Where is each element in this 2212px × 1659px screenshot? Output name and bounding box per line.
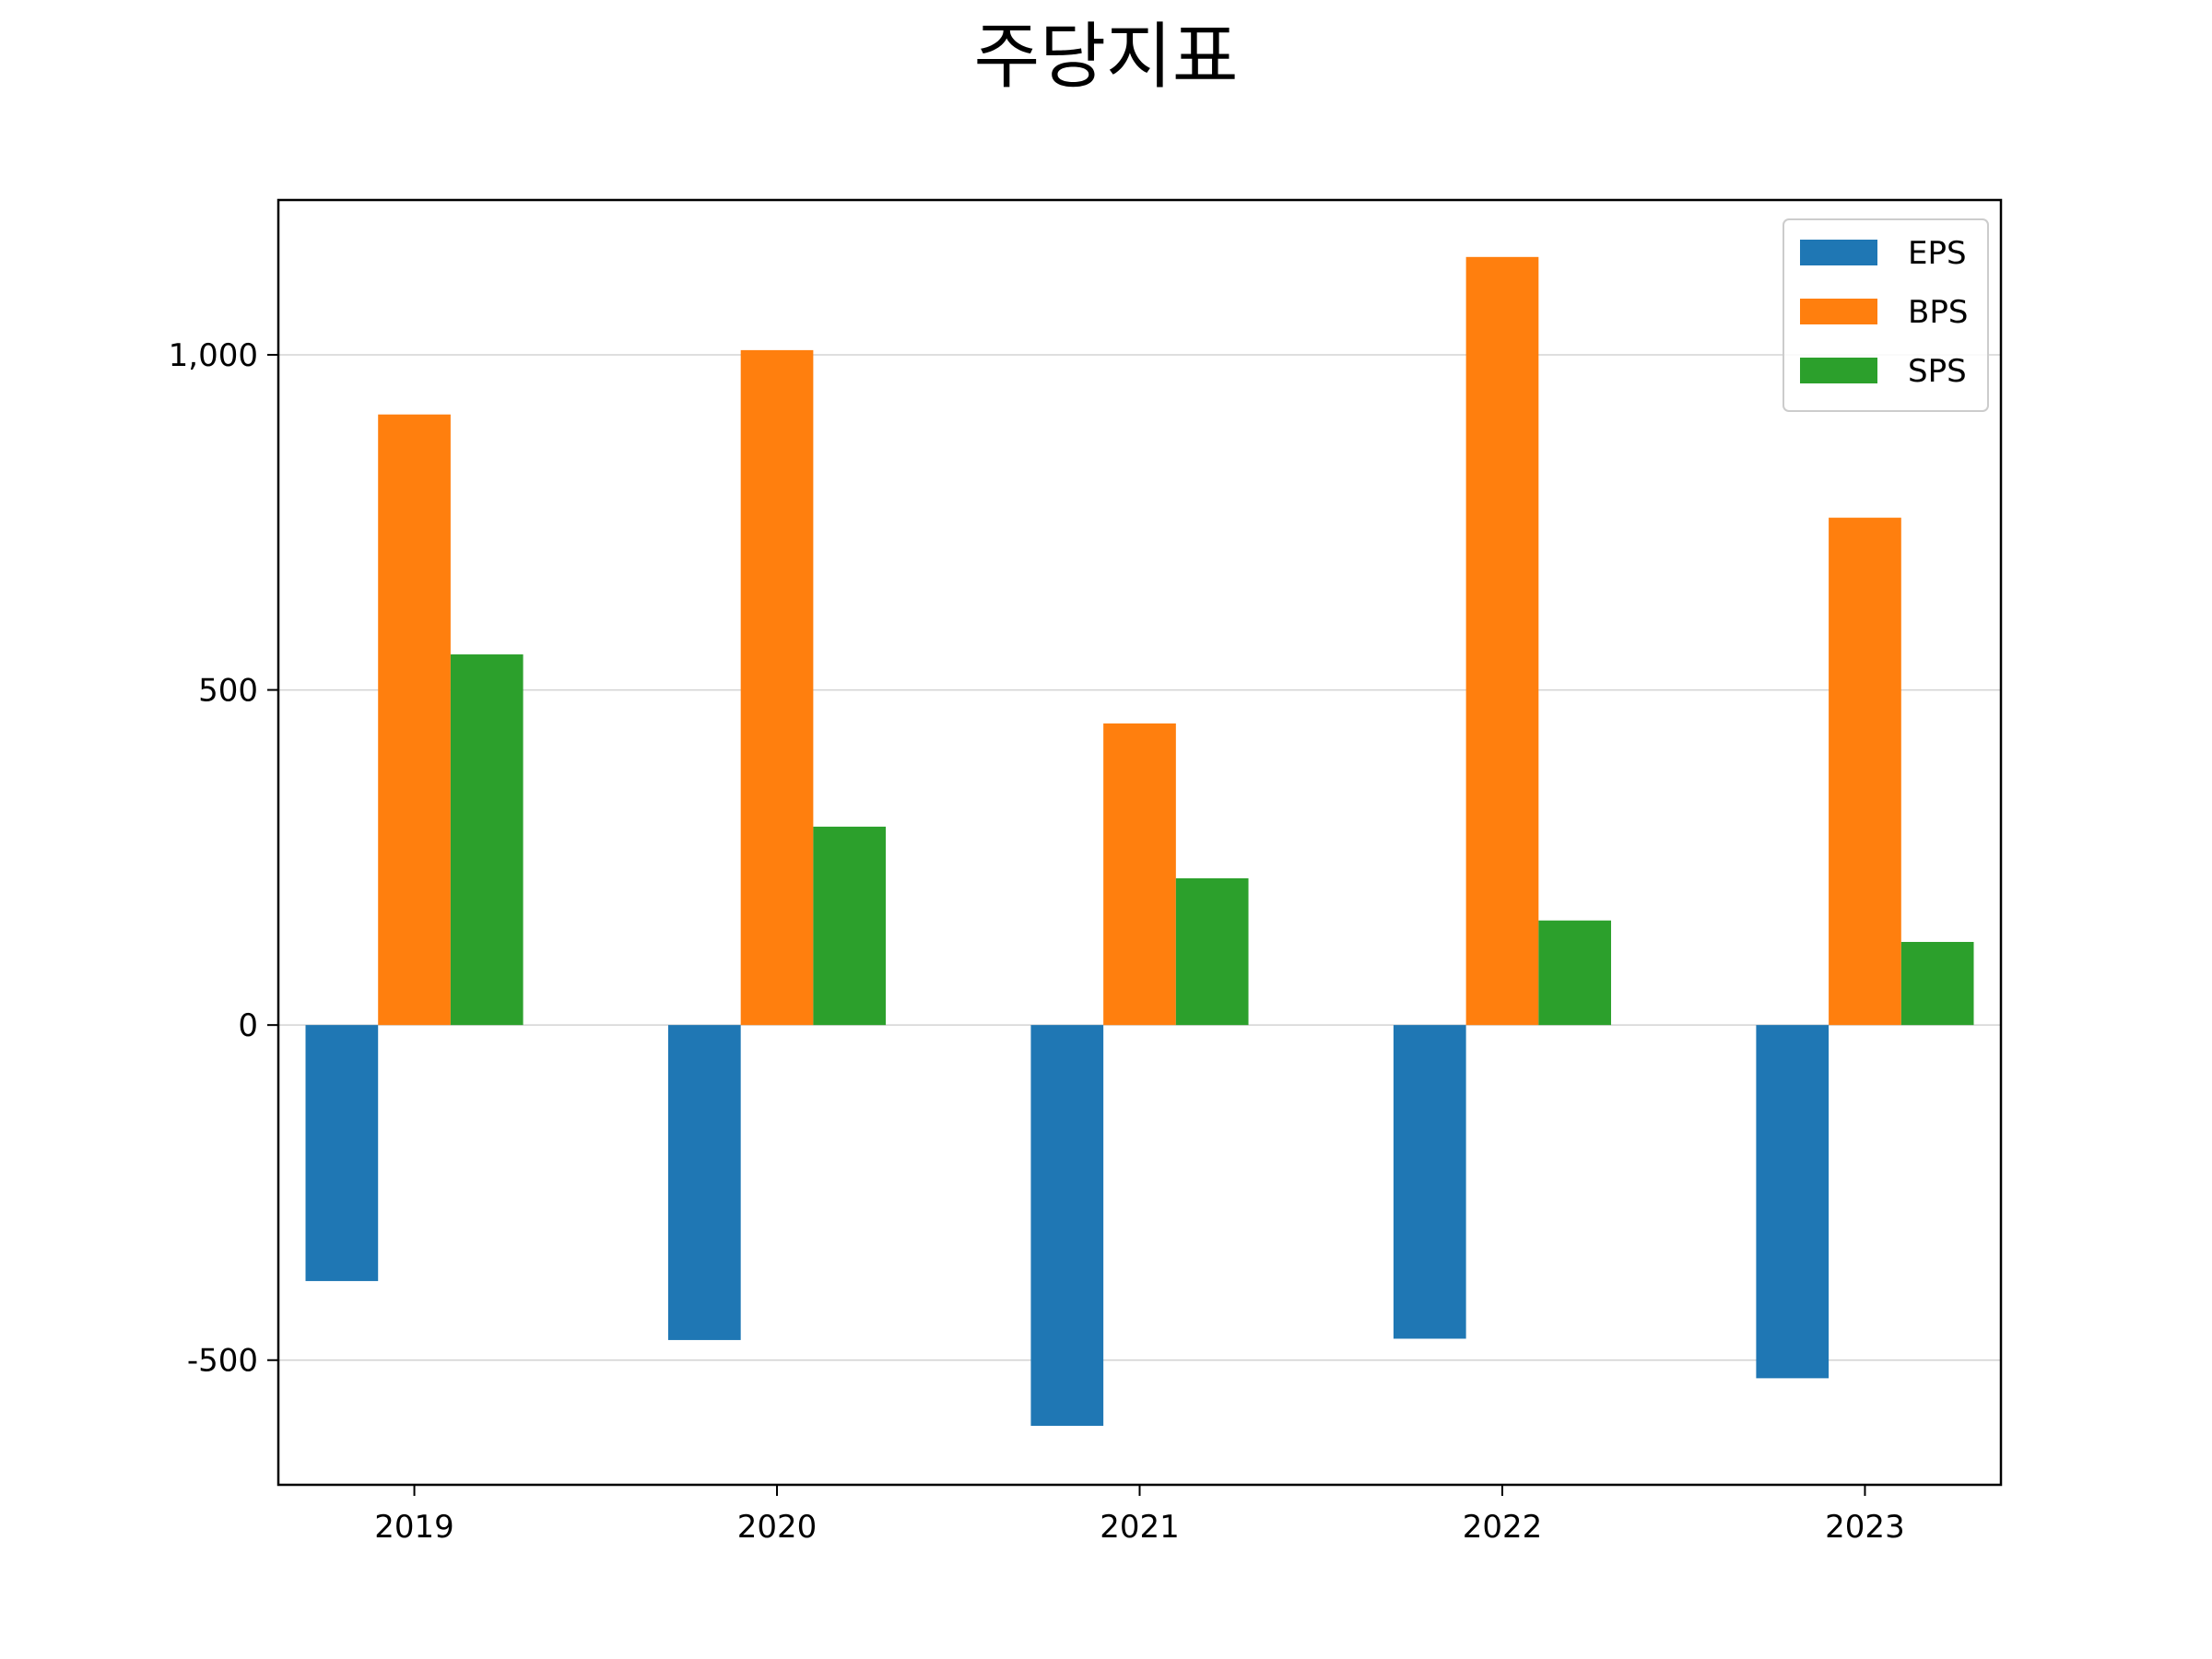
- legend: EPS BPS SPS: [1783, 218, 1989, 412]
- bar-eps-2021: [1030, 1025, 1104, 1427]
- bar-bps-2023: [1829, 517, 1901, 1026]
- grid-lines: [278, 354, 2001, 1361]
- bar-series: [305, 256, 1974, 1427]
- bar-sps-2020: [813, 826, 887, 1026]
- x-tick-label: 2019: [374, 1509, 454, 1546]
- bar-bps-2019: [378, 414, 451, 1026]
- legend-swatch-bps: [1800, 299, 1877, 324]
- legend-label-eps: EPS: [1908, 235, 1967, 272]
- bar-eps-2019: [305, 1025, 379, 1281]
- x-tick-label: 2020: [737, 1509, 818, 1546]
- bar-eps-2023: [1756, 1025, 1830, 1379]
- x-tick-label: 2023: [1825, 1509, 1905, 1546]
- x-tick-label: 2022: [1463, 1509, 1543, 1546]
- bar-sps-2022: [1538, 920, 1612, 1026]
- y-tick-label: 0: [238, 1007, 258, 1044]
- bar-bps-2021: [1103, 723, 1176, 1026]
- bar-sps-2023: [1900, 941, 1974, 1026]
- chart-title: 주당지표: [973, 16, 1238, 99]
- x-tick-label: 2021: [1100, 1509, 1180, 1546]
- bar-sps-2021: [1175, 877, 1249, 1026]
- legend-swatch-eps: [1800, 240, 1877, 265]
- legend-label-sps: SPS: [1908, 353, 1967, 390]
- y-tick-label: 500: [198, 673, 258, 710]
- bar-eps-2020: [667, 1025, 741, 1340]
- axes: -500 0 500 1,000 2019 2020 2021 2022 2023: [169, 337, 1905, 1546]
- bar-sps-2019: [450, 654, 524, 1026]
- y-tick-label: -500: [187, 1343, 258, 1380]
- bar-bps-2022: [1465, 256, 1539, 1026]
- legend-swatch-sps: [1800, 358, 1877, 383]
- bar-eps-2022: [1393, 1025, 1466, 1339]
- y-tick-label: 1,000: [169, 337, 258, 374]
- bar-bps-2020: [740, 349, 814, 1026]
- legend-label-bps: BPS: [1908, 294, 1968, 331]
